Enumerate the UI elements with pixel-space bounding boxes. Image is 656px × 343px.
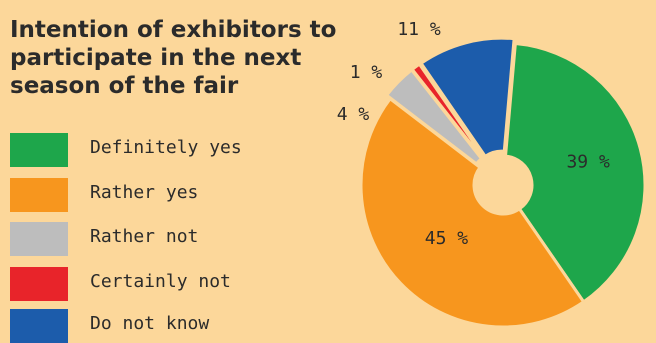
legend-swatch-certainly-not (10, 267, 68, 301)
slice-label-certainly-not: 1 % (350, 62, 383, 83)
legend-label-rather-not: Rather not (90, 226, 199, 247)
legend-item-certainly-not: Certainly not (10, 267, 270, 301)
legend-item-definitely-yes: Definitely yes (10, 133, 270, 167)
pie-slice-do-not-know (419, 36, 516, 159)
legend-label-rather-yes: Rather yes (90, 182, 199, 203)
pie-slice-certainly-not (410, 62, 486, 161)
legend-item-rather-not: Rather not (10, 222, 270, 256)
slice-label-definitely-yes: 39 % (566, 152, 610, 173)
pie-chart: 39 % 45 % 4 % 1 % 11 % (337, 19, 647, 329)
legend-label-definitely-yes: Definitely yes (90, 137, 242, 158)
legend-swatch-rather-not (10, 222, 68, 256)
legend-swatch-definitely-yes (10, 133, 68, 167)
slice-label-rather-yes: 45 % (425, 228, 469, 249)
legend-label-certainly-not: Certainly not (90, 271, 231, 292)
chart-title: Intention of exhibitors to participate i… (10, 17, 337, 99)
slice-label-rather-not: 4 % (337, 104, 370, 125)
legend-label-do-not-know: Do not know (90, 313, 210, 334)
pie-slice-rather-yes (359, 96, 586, 329)
legend-swatch-rather-yes (10, 178, 68, 212)
slice-label-do-not-know: 11 % (397, 19, 441, 40)
legend-item-rather-yes: Rather yes (10, 178, 270, 212)
